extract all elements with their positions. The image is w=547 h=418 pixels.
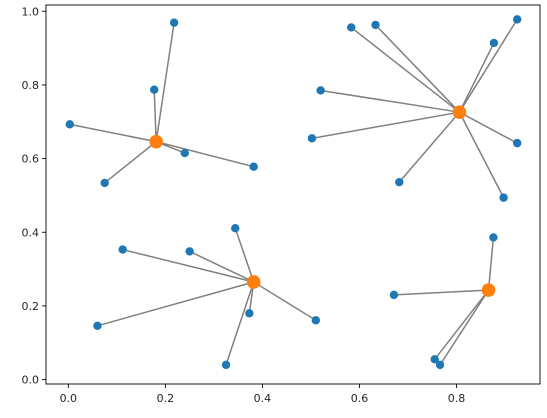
edge-line-2-2 <box>234 227 255 283</box>
edge-line-2-0 <box>122 248 254 283</box>
x-tick-label: 0.2 <box>157 392 175 405</box>
data-point-0-3 <box>100 178 109 188</box>
data-point-0-1 <box>150 85 159 94</box>
data-point-3-0 <box>489 233 498 242</box>
data-point-0-4 <box>180 148 189 158</box>
edge-line-2-1 <box>189 250 255 283</box>
x-tick-label: 0.0 <box>60 392 78 405</box>
edge-line-3-1 <box>393 289 489 296</box>
edge-line-1-4 <box>320 89 460 113</box>
x-tick-label: 0.6 <box>351 392 369 405</box>
data-point-1-6 <box>512 138 522 148</box>
data-point-3-3 <box>435 360 445 370</box>
edge-line-1-2 <box>458 42 495 113</box>
data-point-1-7 <box>395 177 404 187</box>
data-point-2-6 <box>221 360 231 370</box>
edge-line-3-2 <box>434 289 490 360</box>
edge-line-3-3 <box>439 289 490 366</box>
data-point-1-3 <box>512 15 522 24</box>
data-point-2-1 <box>185 247 194 256</box>
data-point-1-4 <box>316 86 325 95</box>
data-point-2-2 <box>231 224 240 233</box>
edge-line-1-6 <box>459 111 518 144</box>
data-point-0-0 <box>65 120 74 129</box>
y-tick-label: 0.8 <box>22 79 40 92</box>
data-point-3-2 <box>430 355 439 364</box>
edge-line-1-7 <box>398 111 461 183</box>
edge-line-2-3 <box>97 281 254 327</box>
data-point-1-5 <box>307 134 317 143</box>
y-axis: 0.0 0.2 0.4 0.6 0.8 1.0 <box>22 5 46 387</box>
edge-line-2-5 <box>253 281 317 321</box>
x-tick-label: 0.4 <box>254 392 272 405</box>
edge-line-1-3 <box>458 18 518 113</box>
data-point-1-0 <box>347 23 356 32</box>
data-point-3-1 <box>389 290 399 300</box>
data-point-2-4 <box>245 309 254 318</box>
y-tick-label: 0.4 <box>22 226 40 239</box>
data-point-2-0 <box>118 245 127 254</box>
data-point-1-8 <box>499 193 508 202</box>
data-point-1-2 <box>489 38 499 48</box>
edge-line-2-6 <box>225 281 255 366</box>
points-layer <box>65 15 522 370</box>
edge-line-0-2 <box>155 22 175 142</box>
edge-line-0-1 <box>153 89 157 142</box>
data-point-0-5 <box>249 162 258 171</box>
edge-line-1-8 <box>458 111 505 198</box>
centers-layer <box>149 105 496 297</box>
edge-line-3-0 <box>487 237 495 291</box>
plot-frame <box>45 4 541 385</box>
edge-line-1-5 <box>311 111 460 140</box>
y-tick-label: 0.2 <box>22 300 40 313</box>
cluster-center-2 <box>246 275 261 289</box>
data-point-2-5 <box>311 316 321 325</box>
data-point-0-2 <box>169 18 179 27</box>
edge-line-0-0 <box>69 123 157 143</box>
x-axis: 0.0 0.2 0.4 0.6 0.8 <box>60 384 466 405</box>
data-point-1-1 <box>371 20 380 30</box>
cluster-center-0 <box>149 134 163 149</box>
y-tick-label: 1.0 <box>22 5 40 18</box>
y-tick-label: 0.0 <box>22 374 40 387</box>
edge-line-0-5 <box>155 140 254 168</box>
cluster-center-3 <box>481 283 496 297</box>
y-tick-label: 0.6 <box>22 153 40 166</box>
edge-line-1-0 <box>350 26 460 113</box>
edge-line-0-3 <box>104 141 157 184</box>
edge-line-1-1 <box>374 24 460 113</box>
x-tick-label: 0.8 <box>448 392 466 405</box>
edges-layer <box>69 18 518 366</box>
cluster-center-1 <box>452 105 467 119</box>
data-point-2-3 <box>93 321 102 331</box>
